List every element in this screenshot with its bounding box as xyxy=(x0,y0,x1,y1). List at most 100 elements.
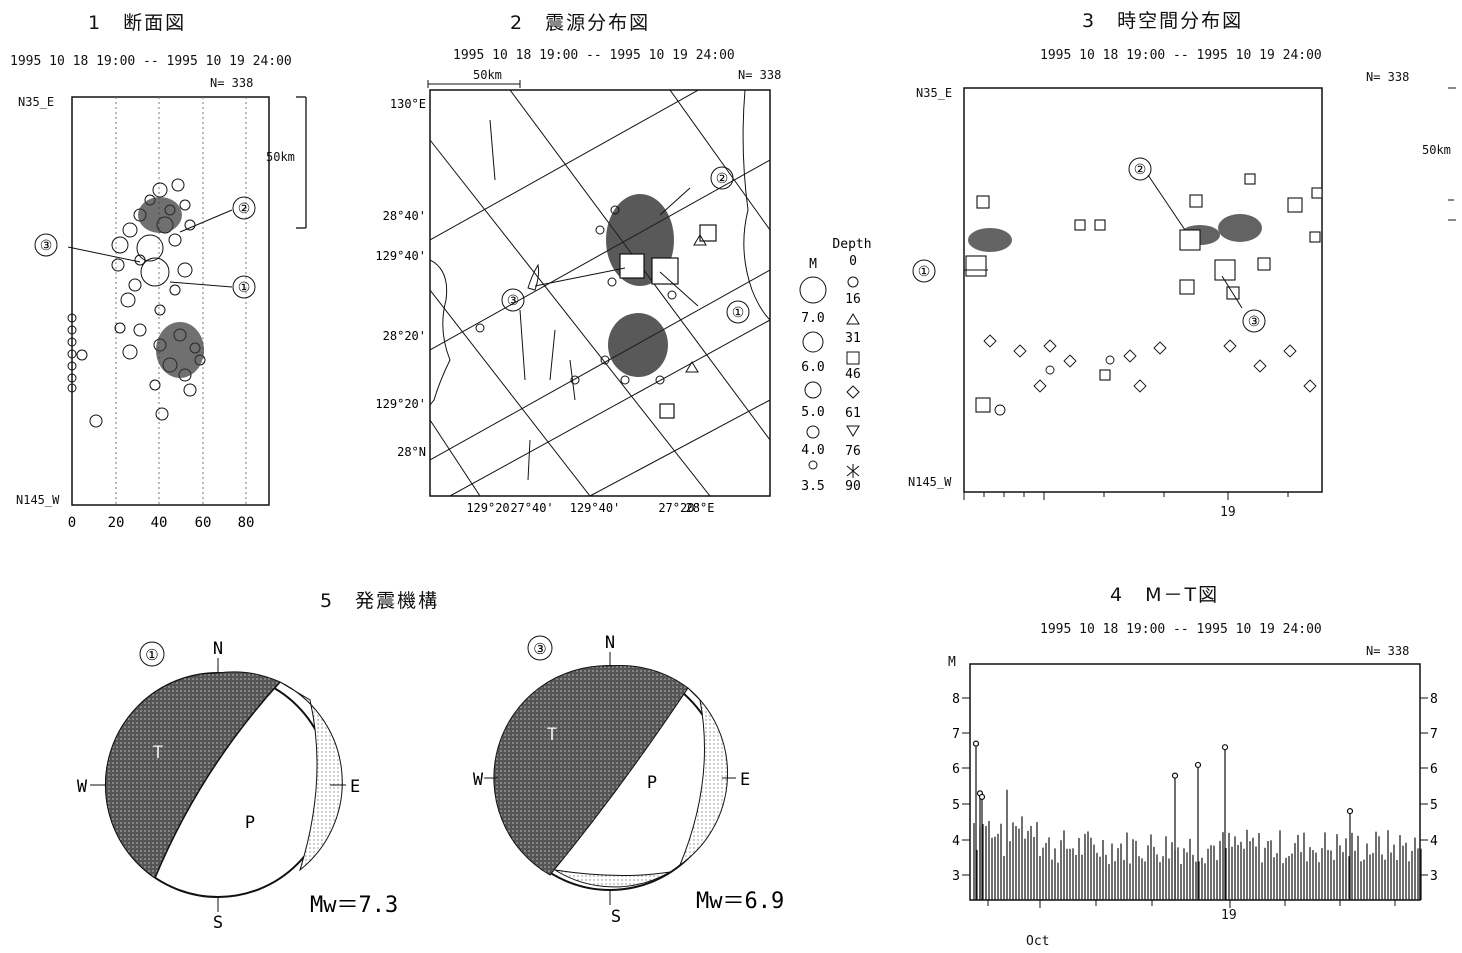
panel3-top-label: N35_E xyxy=(916,86,953,100)
mt-stem-head xyxy=(972,740,980,747)
p4-ytick-right: 3 xyxy=(1430,869,1438,884)
panel1-bottom-label: N145_W xyxy=(16,493,60,507)
p2-depth: 61 xyxy=(845,406,861,421)
p2-bottom-label: 129°40' xyxy=(570,501,621,515)
m2-marker: ③ xyxy=(533,640,546,658)
panel2-scale: 50km xyxy=(473,68,502,82)
m1-E: E xyxy=(350,777,360,797)
panel3-scale: 50km xyxy=(1422,143,1451,157)
p1-xtick: 60 xyxy=(195,515,212,531)
p4-ytick: 8 xyxy=(952,692,960,707)
m1-T: T xyxy=(153,743,163,763)
p3-marker-3: ③ xyxy=(1248,314,1261,330)
p2-bottom-label: 28°E xyxy=(686,501,715,515)
p2-left-label: 129°20' xyxy=(375,397,426,411)
panel3-bottom-label: N145_W xyxy=(908,475,952,489)
mt-stem-head xyxy=(1346,808,1354,815)
p2-left-label: 129°40' xyxy=(375,249,426,263)
m2-P: P xyxy=(647,773,657,793)
mt-stem-head xyxy=(1194,761,1202,769)
m1-W: W xyxy=(77,777,88,797)
p2-mag: 3.5 xyxy=(801,479,824,494)
mt-stem-head xyxy=(978,793,986,800)
p4-ytick-right: 8 xyxy=(1430,692,1438,707)
m2-S: S xyxy=(611,907,621,927)
m2-W: W xyxy=(473,770,484,790)
panel3-plot: ① ② ③ xyxy=(912,87,1456,500)
p2-bottom-label: 27°40' xyxy=(510,501,553,515)
p3-marker-1: ① xyxy=(918,264,931,280)
p1-xtick: 80 xyxy=(238,515,255,531)
p4-ytick-right: 7 xyxy=(1430,727,1438,742)
panel2-count: N= 338 xyxy=(738,68,782,82)
panel3-title: 3 時空間分布図 xyxy=(1082,10,1244,32)
p2-mag-title: M xyxy=(809,257,817,272)
p2-left-label: 130°E xyxy=(390,97,426,111)
p4-ytick: 3 xyxy=(952,869,960,884)
m1-P: P xyxy=(245,813,255,833)
p2-depth: 46 xyxy=(845,367,861,382)
p2-bottom-label: 129°20 xyxy=(466,501,509,515)
m1-marker: ① xyxy=(145,646,158,664)
panel3-period: 1995 10 18 19:00 -- 1995 10 19 24:00 xyxy=(1040,48,1322,63)
p3-marker-2: ② xyxy=(1134,162,1147,178)
panel5-mechanisms: N S W E T P ① Mw＝7.3 N S W E T P ③ Mw＝6.… xyxy=(77,633,784,930)
p4-ytick: 6 xyxy=(952,762,960,777)
p2-marker-2: ② xyxy=(716,171,729,187)
mt-stem-head xyxy=(1221,744,1229,751)
p2-mag: 7.0 xyxy=(801,311,824,326)
p2-left-label: 28°N xyxy=(397,445,426,459)
m2-T: T xyxy=(547,725,557,745)
p1-xtick: 40 xyxy=(151,515,168,531)
mt-stems xyxy=(972,740,1422,900)
p4-ytick-right: 5 xyxy=(1430,798,1438,813)
p4-ytick: 4 xyxy=(952,834,960,849)
p4-ytick: 5 xyxy=(952,798,960,813)
m1-S: S xyxy=(213,913,223,930)
p1-marker-2: ② xyxy=(238,201,251,217)
panel4-xlabel: 19 xyxy=(1221,908,1237,923)
p2-depth: 90 xyxy=(845,479,861,494)
p2-depth: 76 xyxy=(845,444,861,459)
panel1-top-label: N35_E xyxy=(18,95,55,109)
p4-ytick-right: 6 xyxy=(1430,762,1438,777)
panel4-month: Oct xyxy=(1026,934,1050,949)
mt-stem-head xyxy=(1171,772,1179,779)
p4-ytick-right: 4 xyxy=(1430,834,1438,849)
m1-mw: Mw＝7.3 xyxy=(310,893,398,918)
p2-depth: 16 xyxy=(845,292,861,307)
mechanism-2 xyxy=(484,652,736,905)
panel4-count: N= 338 xyxy=(1366,644,1410,658)
panel1-period: 1995 10 18 19:00 -- 1995 10 19 24:00 xyxy=(10,54,292,69)
p2-marker-1: ① xyxy=(732,305,745,321)
p1-xtick: 20 xyxy=(108,515,125,531)
panel2-period: 1995 10 18 19:00 -- 1995 10 19 24:00 xyxy=(453,48,735,63)
panel2-title: 2 震源分布図 xyxy=(510,12,651,34)
p4-ytick: 7 xyxy=(952,727,960,742)
p2-depth: 31 xyxy=(845,331,861,346)
p1-xtick: 0 xyxy=(68,515,76,531)
p2-depth-title: Depth xyxy=(832,237,871,252)
panel3-count: N= 338 xyxy=(1366,70,1410,84)
panel4-period: 1995 10 18 19:00 -- 1995 10 19 24:00 xyxy=(1040,622,1322,637)
p1-marker-3: ③ xyxy=(40,238,53,254)
panel1-title: 1 断面図 xyxy=(88,12,187,34)
p2-mag: 5.0 xyxy=(801,405,824,420)
p2-depth: 0 xyxy=(849,254,857,269)
m2-E: E xyxy=(740,770,750,790)
p2-mag: 6.0 xyxy=(801,360,824,375)
p2-left-label: 28°40' xyxy=(383,209,426,223)
panel3-xlabel: 19 xyxy=(1220,505,1236,520)
panel4-title: 4 M－T図 xyxy=(1110,584,1220,606)
mechanism-1 xyxy=(90,658,346,912)
panel5-title: 5 発震機構 xyxy=(320,590,440,612)
p2-mag: 4.0 xyxy=(801,443,824,458)
panel4-ylabel: M xyxy=(948,655,956,670)
p1-marker-1: ① xyxy=(238,280,251,296)
m2-mw: Mw＝6.9 xyxy=(696,889,784,914)
panel1-count: N= 338 xyxy=(210,76,254,90)
m1-N: N xyxy=(213,639,223,659)
panel4-plot: 8 7 6 5 4 3 8 7 6 5 4 3 xyxy=(952,663,1438,908)
panel1-scale: 50km xyxy=(266,150,295,164)
p2-left-label: 28°20' xyxy=(383,329,426,343)
